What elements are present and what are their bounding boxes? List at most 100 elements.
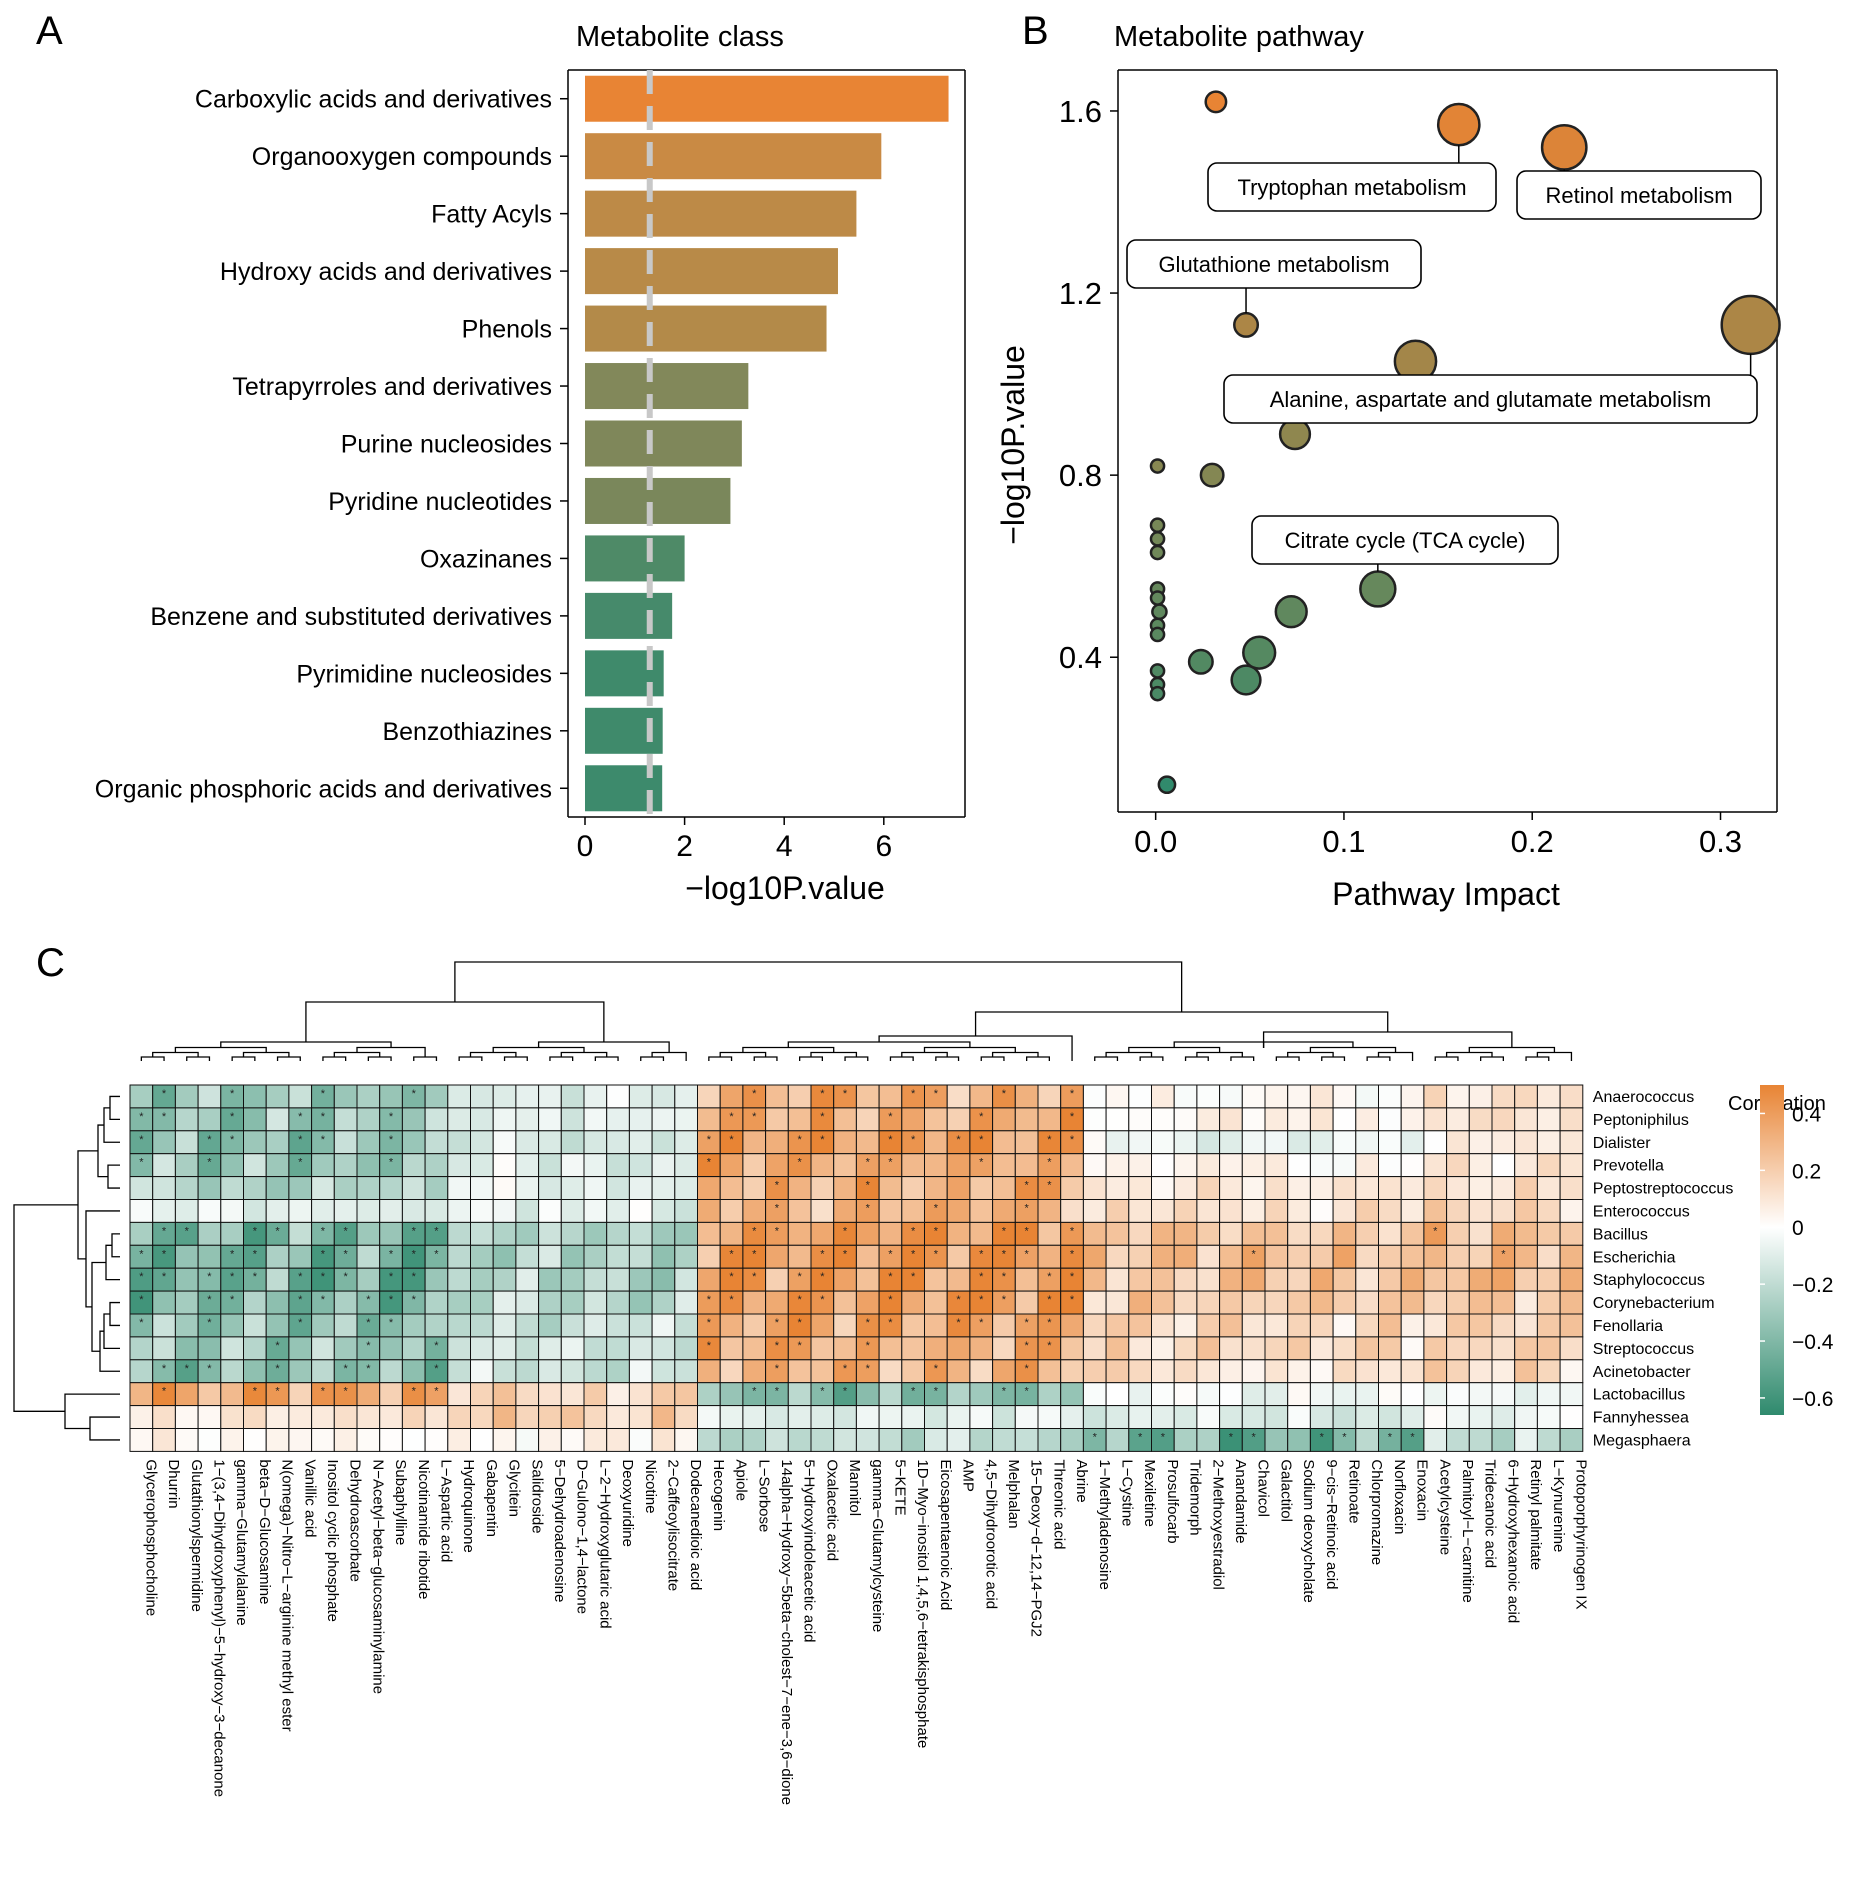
heatmap-cell	[1105, 1313, 1130, 1338]
heatmap-cell	[924, 1153, 948, 1178]
heatmap-cell	[628, 1405, 653, 1429]
heatmap-cell	[174, 1267, 199, 1292]
heatmap-cell	[606, 1290, 630, 1315]
heatmap-cell	[969, 1428, 994, 1452]
column-dendrogram-branch	[333, 1051, 381, 1057]
heatmap-cell	[1128, 1221, 1153, 1246]
significance-mark: *	[207, 1363, 212, 1375]
heatmap-cell	[538, 1336, 562, 1361]
bar	[585, 248, 838, 295]
heatmap-cell	[1241, 1084, 1266, 1109]
significance-mark: *	[434, 1363, 439, 1375]
heatmap-cell	[265, 1153, 290, 1178]
scatter-point	[1436, 102, 1481, 147]
heatmap-cell	[1241, 1176, 1266, 1200]
heatmap-cell	[174, 1382, 199, 1407]
column-dendrogram-branch	[1287, 1051, 1334, 1057]
annotation-label: Citrate cycle (TCA cycle)	[1285, 528, 1526, 553]
heatmap-cell	[833, 1130, 857, 1155]
heatmap-cell	[787, 1176, 812, 1200]
significance-mark: *	[298, 1111, 303, 1123]
significance-mark: *	[1025, 1180, 1030, 1192]
heatmap-cell	[538, 1084, 562, 1109]
heatmap-column-label: Glutathionylspermidine	[188, 1459, 205, 1612]
heatmap-cell	[855, 1267, 880, 1292]
column-dendrogram-branch	[1468, 1046, 1556, 1053]
significance-mark: *	[956, 1294, 961, 1306]
heatmap-cell	[833, 1290, 857, 1315]
heatmap-cell	[583, 1336, 608, 1361]
heatmap-cell	[1559, 1176, 1584, 1200]
significance-mark: *	[230, 1111, 235, 1123]
heatmap-cell	[697, 1382, 721, 1407]
heatmap-column-label: Nicotinamide ribotide	[415, 1459, 432, 1599]
heatmap-cell	[1491, 1428, 1516, 1452]
significance-mark: *	[729, 1294, 734, 1306]
heatmap-cell	[878, 1428, 903, 1452]
column-dendrogram-branch	[844, 1056, 869, 1061]
heatmap-cell	[810, 1336, 835, 1361]
column-dendrogram-branch	[1366, 1056, 1391, 1061]
heatmap-cell	[1173, 1267, 1198, 1292]
heatmap-cell	[1219, 1267, 1243, 1292]
heatmap-cell	[1400, 1313, 1425, 1338]
heatmap-column-label: Tridecanoic acid	[1482, 1459, 1499, 1568]
heatmap-cell	[538, 1130, 562, 1155]
heatmap-cell	[1151, 1359, 1175, 1384]
y-tick-label: Benzothiazines	[382, 718, 552, 746]
heatmap-cell	[1196, 1153, 1221, 1178]
heatmap-cell	[1105, 1107, 1130, 1132]
heatmap-cell	[855, 1405, 880, 1429]
heatmap-cell	[288, 1199, 313, 1223]
heatmap-cell	[1332, 1405, 1357, 1429]
annotation-label: Glutathione metabolism	[1158, 252, 1389, 277]
heatmap-cell	[447, 1244, 471, 1269]
heatmap-cell	[1468, 1176, 1493, 1200]
heatmap-cell	[515, 1382, 540, 1407]
heatmap-cell	[356, 1176, 381, 1200]
heatmap-row-label: Staphylococcus	[1593, 1272, 1705, 1289]
significance-mark: *	[162, 1248, 167, 1260]
significance-mark: *	[752, 1111, 757, 1123]
heatmap-cell	[560, 1199, 585, 1223]
heatmap-cell	[651, 1428, 676, 1452]
significance-mark: *	[185, 1363, 190, 1375]
heatmap-cell	[401, 1359, 426, 1384]
heatmap-cell	[1491, 1382, 1516, 1407]
heatmap-cell	[1060, 1336, 1084, 1361]
heatmap-cell	[1514, 1084, 1538, 1109]
significance-mark: *	[253, 1271, 258, 1283]
heatmap-cell	[515, 1336, 540, 1361]
heatmap-cell	[1309, 1244, 1334, 1269]
heatmap-cell	[901, 1336, 925, 1361]
heatmap-column-label: 4,5−Dihydroorotic acid	[982, 1459, 999, 1609]
heatmap-row-label: Fannyhessea	[1593, 1410, 1689, 1427]
heatmap-cell	[697, 1221, 721, 1246]
heatmap-cell	[152, 1130, 176, 1155]
heatmap-cell	[1446, 1176, 1470, 1200]
significance-mark: *	[389, 1317, 394, 1329]
heatmap-cell	[379, 1176, 403, 1200]
heatmap-cell	[1355, 1176, 1380, 1200]
heatmap-cell	[674, 1336, 698, 1361]
significance-mark: *	[911, 1248, 916, 1260]
heatmap-cell	[583, 1130, 608, 1155]
significance-mark: *	[1025, 1340, 1030, 1352]
heatmap-cell	[1332, 1313, 1357, 1338]
heatmap-cell	[606, 1313, 630, 1338]
x-tick-label: 4	[776, 830, 793, 863]
heatmap-cell	[742, 1130, 767, 1155]
heatmap-cell	[719, 1336, 744, 1361]
scatter-point	[1149, 531, 1166, 547]
heatmap-cell	[924, 1428, 948, 1452]
heatmap-cell	[1287, 1084, 1311, 1109]
heatmap-row-label: Escherichia	[1593, 1249, 1676, 1266]
heatmap-cell	[447, 1428, 471, 1452]
heatmap-cell	[1378, 1244, 1402, 1269]
heatmap-cell	[1332, 1267, 1357, 1292]
column-dendrogram-branch	[1445, 1051, 1493, 1057]
heatmap-cell	[1287, 1221, 1311, 1246]
heatmap-cell	[1173, 1221, 1198, 1246]
significance-mark: *	[298, 1317, 303, 1329]
heatmap-cell	[1287, 1382, 1311, 1407]
